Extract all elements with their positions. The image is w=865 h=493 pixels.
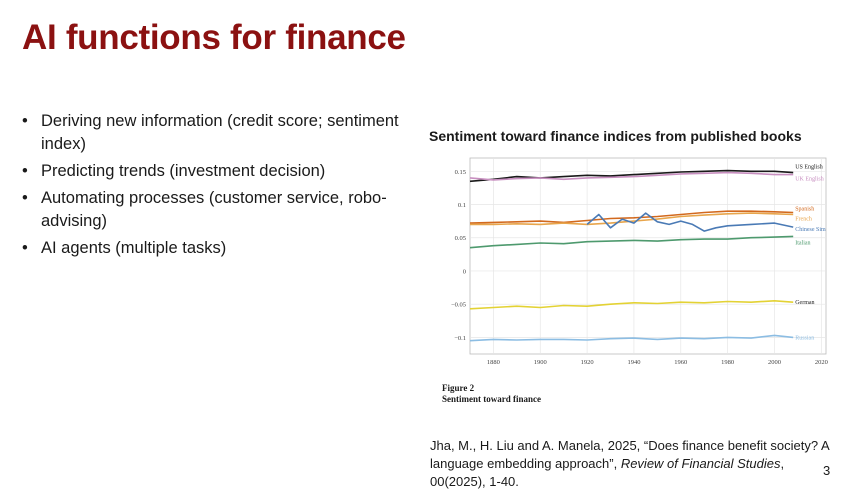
bullet-text: AI agents (multiple tasks) (41, 239, 227, 257)
bullet-dot-icon: • (22, 189, 28, 207)
y-tick-label: 0.1 (458, 202, 466, 209)
figure-caption: Figure 2 Sentiment toward finance (442, 383, 541, 405)
series-line (469, 235, 794, 249)
slide-title: AI functions for finance (22, 18, 406, 57)
citation: Jha, M., H. Liu and A. Manela, 2025, “Do… (430, 437, 830, 491)
bullet-item: • Deriving new information (credit score;… (20, 110, 415, 156)
bullet-text: Automating processes (customer service, … (41, 189, 387, 230)
bullet-item: • Predicting trends (investment decision) (20, 160, 415, 183)
series-line (469, 300, 794, 310)
page-number: 3 (823, 463, 831, 478)
bullet-dot-icon: • (22, 162, 28, 180)
figure-caption-text: Sentiment toward finance (442, 394, 541, 404)
series-line (469, 210, 794, 224)
x-tick-label: 1920 (581, 359, 594, 366)
series-line (469, 169, 794, 183)
bullet-dot-icon: • (22, 112, 28, 130)
bullet-list: • Deriving new information (credit score;… (20, 110, 415, 264)
x-tick-label: 1980 (721, 359, 734, 366)
y-tick-label: −0.1 (454, 335, 466, 342)
figure-label: Figure 2 (442, 383, 475, 393)
series-line (469, 171, 794, 181)
bullet-item: • AI agents (multiple tasks) (20, 237, 415, 260)
y-tick-label: −0.05 (451, 302, 466, 309)
bullet-text: Deriving new information (credit score; … (41, 112, 399, 153)
x-tick-label: 2020 (815, 359, 828, 366)
series-label: Chinese Sim (795, 227, 826, 233)
series-label: Spanish (795, 206, 814, 212)
sentiment-chart: 0.15 0.1 0.05 0 −0.05 −0.1 1880 1900 1920 1940 196… (436, 152, 832, 410)
x-tick-label: 1900 (534, 359, 547, 366)
x-tick-label: 1940 (627, 359, 640, 366)
series-label: Italian (795, 240, 810, 246)
citation-authors: Jha, M., H. Liu and A. Manela, 2025, “Do… (430, 438, 829, 471)
y-tick-label: 0.15 (455, 169, 466, 176)
series-label: UK English (795, 177, 824, 183)
chart-heading: Sentiment toward finance indices from pu… (429, 128, 802, 144)
citation-journal: Review of Financial Studies (620, 456, 781, 471)
citation-details: , 00(2025), 1-40. (430, 456, 785, 489)
series-line (469, 334, 794, 342)
series-label: US English (795, 165, 823, 171)
series-label: Russian (795, 335, 814, 341)
series-label: French (795, 216, 812, 222)
x-tick-label: 2000 (768, 359, 781, 366)
bullet-item: • Automating processes (customer service,… (20, 187, 415, 233)
y-tick-label: 0 (463, 268, 466, 275)
bullet-dot-icon: • (22, 239, 28, 257)
bullet-text: Predicting trends (investment decision) (41, 162, 326, 180)
sentiment-chart-svg: 0.15 0.1 0.05 0 −0.05 −0.1 1880 1900 1920 1940 196… (451, 157, 828, 366)
plot-area (469, 157, 827, 355)
x-tick-label: 1960 (674, 359, 687, 366)
series-line (586, 212, 794, 232)
y-tick-label: 0.05 (455, 235, 466, 242)
series-line (470, 212, 794, 226)
series-label: German (795, 300, 814, 306)
x-tick-label: 1880 (487, 359, 500, 366)
